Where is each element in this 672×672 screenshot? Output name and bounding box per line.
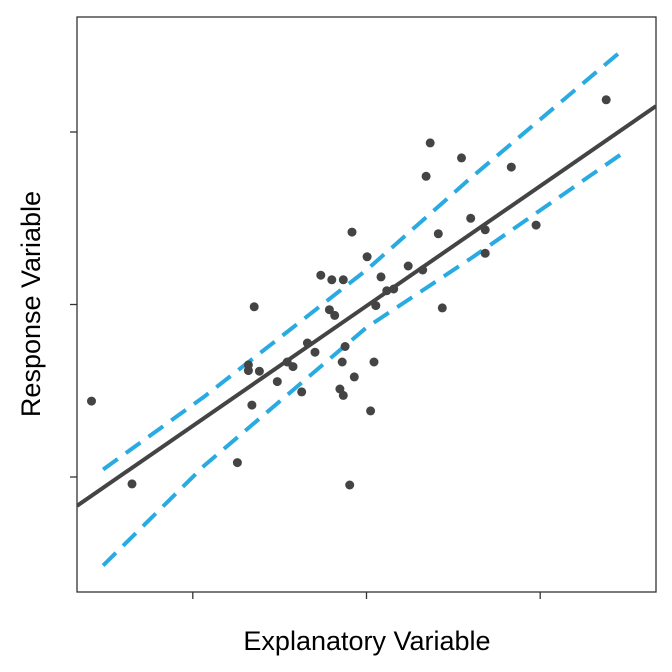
data-point-45 xyxy=(531,220,541,230)
data-point-35 xyxy=(418,265,428,275)
data-point-14 xyxy=(310,347,320,357)
data-point-11 xyxy=(288,362,298,372)
regression-line xyxy=(77,104,656,508)
data-point-39 xyxy=(437,303,447,313)
data-point-2 xyxy=(127,479,137,489)
data-point-40 xyxy=(457,153,466,163)
data-point-36 xyxy=(421,171,431,181)
data-point-28 xyxy=(366,406,376,416)
x-axis-ticks xyxy=(192,592,541,599)
data-point-12 xyxy=(297,387,307,397)
data-point-16 xyxy=(324,305,334,315)
chart-series xyxy=(77,47,656,567)
data-point-4 xyxy=(247,400,257,410)
data-point-18 xyxy=(327,275,337,285)
data-point-7 xyxy=(249,302,259,312)
data-point-46 xyxy=(601,95,611,105)
data-point-17 xyxy=(330,310,340,320)
x-axis-title: Explanatory Variable xyxy=(243,626,490,656)
data-point-34 xyxy=(403,261,413,271)
data-point-27 xyxy=(362,252,372,262)
data-point-15 xyxy=(316,270,326,280)
data-point-1 xyxy=(87,396,96,406)
data-point-24 xyxy=(347,227,357,237)
data-point-30 xyxy=(371,301,381,311)
data-point-29 xyxy=(369,357,379,367)
data-point-8 xyxy=(254,366,264,376)
lower-confidence-band xyxy=(101,150,626,567)
data-point-22 xyxy=(338,390,348,400)
data-point-19 xyxy=(338,275,348,285)
data-point-44 xyxy=(506,162,516,172)
data-point-38 xyxy=(433,229,443,239)
data-point-33 xyxy=(389,284,399,294)
data-point-41 xyxy=(466,213,476,223)
data-point-3 xyxy=(232,458,242,468)
data-point-37 xyxy=(425,138,435,148)
data-point-13 xyxy=(302,338,312,348)
data-point-26 xyxy=(349,372,359,382)
data-point-9 xyxy=(272,377,282,387)
y-axis-ticks xyxy=(70,131,77,478)
data-point-31 xyxy=(376,272,386,282)
data-point-43 xyxy=(480,248,490,258)
data-point-23 xyxy=(340,342,350,351)
data-point-20 xyxy=(337,357,347,367)
y-axis-title: Response Variable xyxy=(16,191,46,417)
data-point-6 xyxy=(243,366,253,376)
data-point-32 xyxy=(382,286,392,296)
data-point-42 xyxy=(480,225,490,235)
upper-confidence-band xyxy=(101,47,626,472)
data-point-25 xyxy=(345,480,355,490)
